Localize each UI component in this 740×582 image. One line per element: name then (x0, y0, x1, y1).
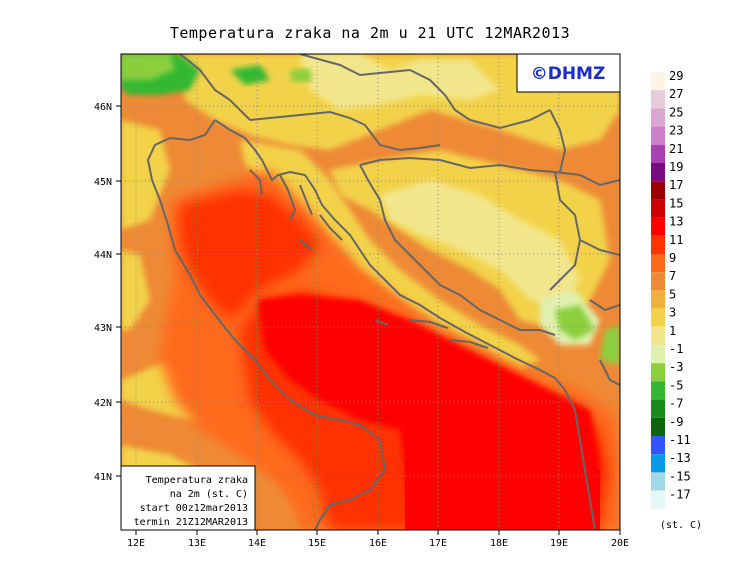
lat-tick-label: 42N (94, 398, 112, 409)
lat-labels: 46N 45N 44N 43N 42N 41N (94, 102, 112, 483)
colorbar-swatch (651, 345, 665, 364)
info-line-3: start 00z12mar2013 (140, 503, 248, 514)
colorbar-label: -1 (669, 342, 683, 356)
colorbar-swatch (651, 217, 665, 236)
colorbar-label: 1 (669, 324, 676, 338)
lon-tick-label: 16E (369, 538, 387, 549)
lon-tick-label: 18E (490, 538, 508, 549)
axis-ticks (116, 105, 621, 535)
colorbar-label: 21 (669, 142, 683, 156)
colorbar-swatch (651, 290, 665, 309)
colorbar-label: 7 (669, 269, 676, 283)
map-frame (120, 53, 621, 531)
colorbar-label: 13 (669, 215, 683, 229)
colorbar-swatch (651, 108, 665, 127)
colorbar-swatch (651, 235, 665, 254)
colorbar-swatch (651, 126, 665, 145)
logo-text: ©DHMZ (531, 64, 606, 84)
colorbar-label: 9 (669, 251, 676, 265)
colorbar-swatch (651, 454, 665, 473)
colorbar-swatch (651, 163, 665, 182)
colorbar-swatch (651, 490, 665, 509)
colorbar-label: -9 (669, 415, 683, 429)
colorbar-label: 25 (669, 105, 683, 119)
colorbar-label: -5 (669, 378, 683, 392)
info-line-2: na 2m (st. C) (170, 489, 248, 500)
lon-tick-label: 19E (550, 538, 568, 549)
grid (121, 54, 620, 530)
lat-tick-label: 43N (94, 323, 112, 334)
colorbar-swatch (651, 381, 665, 400)
colorbar-label: 15 (669, 196, 683, 210)
colorbar-swatch (651, 144, 665, 163)
lat-tick-label: 44N (94, 250, 112, 261)
colorbar-label: -15 (669, 469, 691, 483)
colorbar-swatch (651, 399, 665, 418)
colorbar-label: 19 (669, 160, 683, 174)
colorbar-swatch (651, 417, 665, 436)
colorbar: 29 27 25 23 21 19 17 15 13 11 9 7 5 3 1 -1 -3 -5 -7 -9 -11 -1… (651, 69, 691, 509)
colorbar-label: 23 (669, 124, 683, 138)
lon-tick-label: 17E (429, 538, 447, 549)
colorbar-unit: (st. C) (660, 520, 702, 531)
colorbar-swatch (651, 436, 665, 455)
colorbar-swatch (651, 199, 665, 218)
colorbar-label: -11 (669, 433, 691, 447)
colorbar-swatch (651, 308, 665, 327)
colorbar-label: 27 (669, 87, 683, 101)
info-line-4: termin 21Z12MAR2013 (134, 517, 248, 528)
lon-tick-label: 13E (188, 538, 206, 549)
colorbar-label: 11 (669, 233, 683, 247)
colorbar-label: -3 (669, 360, 683, 374)
info-box: Temperatura zraka na 2m (st. C) start 00… (120, 465, 256, 531)
lon-tick-label: 14E (248, 538, 266, 549)
colorbar-swatch (651, 72, 665, 91)
lon-tick-label: 20E (611, 538, 629, 549)
colorbar-swatch (651, 326, 665, 345)
lon-tick-label: 12E (127, 538, 145, 549)
colorbar-swatch (651, 472, 665, 491)
colorbar-swatch (651, 254, 665, 273)
colorbar-label: 29 (669, 69, 683, 83)
colorbar-swatch (651, 181, 665, 200)
colorbar-label: -7 (669, 397, 683, 411)
colorbar-label: 17 (669, 178, 683, 192)
dhmz-logo: ©DHMZ (516, 53, 621, 93)
colorbar-label: -17 (669, 488, 691, 502)
colorbar-label: 5 (669, 287, 676, 301)
colorbar-swatch (651, 90, 665, 109)
colorbar-label: -13 (669, 451, 691, 465)
colorbar-label: 3 (669, 306, 676, 320)
temperature-field (121, 54, 620, 530)
lat-tick-label: 45N (94, 177, 112, 188)
colorbar-swatch (651, 363, 665, 382)
lat-tick-label: 41N (94, 472, 112, 483)
coastlines-borders (146, 54, 620, 530)
colorbar-swatch (651, 272, 665, 291)
lon-labels: 12E 13E 14E 15E 16E 17E 18E 19E 20E (127, 538, 629, 549)
lat-tick-label: 46N (94, 102, 112, 113)
lon-tick-label: 15E (308, 538, 326, 549)
info-line-1: Temperatura zraka (146, 475, 248, 486)
map-title: Temperatura zraka na 2m u 21 UTC 12MAR20… (169, 24, 571, 42)
